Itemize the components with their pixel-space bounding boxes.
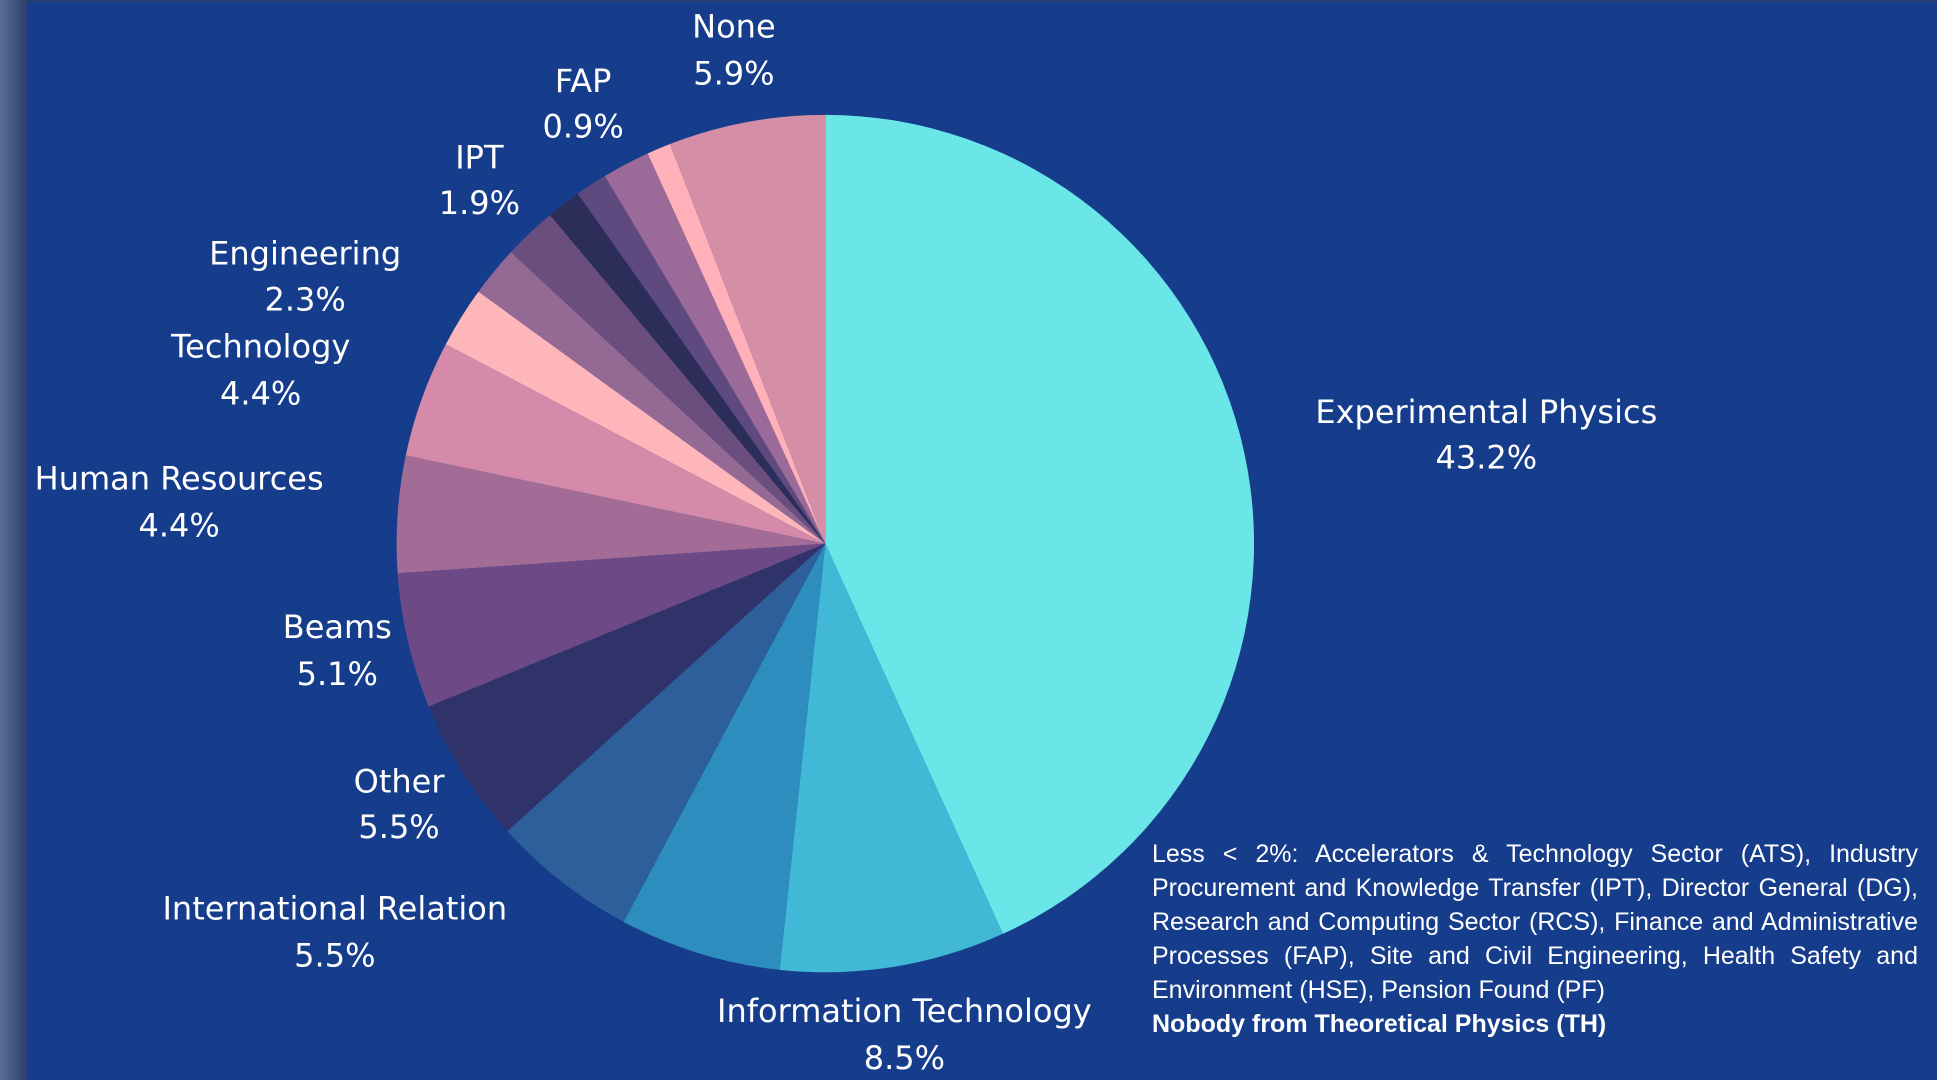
pie-slice: [510, 215, 826, 544]
slice-value: 5.9%: [693, 54, 774, 92]
note: Less < 2%: Accelerators & Technology Sec…: [1152, 837, 1918, 1041]
slice-label: Experimental Physics: [1315, 393, 1657, 431]
pie-slice: [445, 291, 826, 544]
slice-label: International Relation: [162, 890, 507, 928]
slice-value: 4.4%: [138, 507, 219, 545]
slice-value: 1.9%: [439, 184, 520, 222]
pie-slice: [825, 114, 1255, 934]
slice-label: Other: [354, 762, 446, 800]
slice-value: 8.5%: [864, 1039, 945, 1077]
slice-value: 5.5%: [294, 937, 375, 975]
slice-label: Engineering: [209, 235, 401, 273]
pie-slice: [428, 543, 826, 832]
pie-slice: [549, 193, 826, 544]
slice-value: 5.1%: [297, 655, 378, 693]
note-text: Less < 2%: Accelerators & Technology Sec…: [1152, 840, 1918, 1004]
pie-slice: [478, 252, 826, 544]
pie-slice: [623, 543, 826, 970]
slice-label: IPT: [455, 138, 504, 176]
pie-slice: [669, 114, 826, 544]
note-bold: Nobody from Theoretical Physics (TH): [1152, 1010, 1607, 1038]
pie-slice: [779, 543, 1003, 973]
pie-slice: [405, 344, 826, 544]
pie-slice: [647, 144, 826, 544]
slice-value: 43.2%: [1435, 439, 1537, 477]
slice-label: Beams: [283, 608, 392, 646]
pie-slice: [604, 153, 826, 544]
slice-value: 4.4%: [220, 374, 301, 412]
pie-slice: [396, 455, 826, 574]
photo-edge: [0, 0, 27, 1080]
pie-slice: [397, 543, 826, 707]
slice-value: 2.3%: [265, 280, 346, 318]
slice-label: Human Resources: [35, 460, 324, 498]
slice-value: 0.9%: [543, 107, 624, 145]
slice-label: Technology: [170, 327, 350, 365]
slice-label: FAP: [555, 62, 612, 100]
slice-label: None: [692, 7, 775, 45]
pie-slice: [577, 175, 826, 544]
slice-label: Information Technology: [717, 992, 1092, 1030]
slice-value: 5.5%: [358, 808, 439, 846]
top-edge: [27, 0, 1937, 2]
pie-slice: [507, 543, 826, 922]
